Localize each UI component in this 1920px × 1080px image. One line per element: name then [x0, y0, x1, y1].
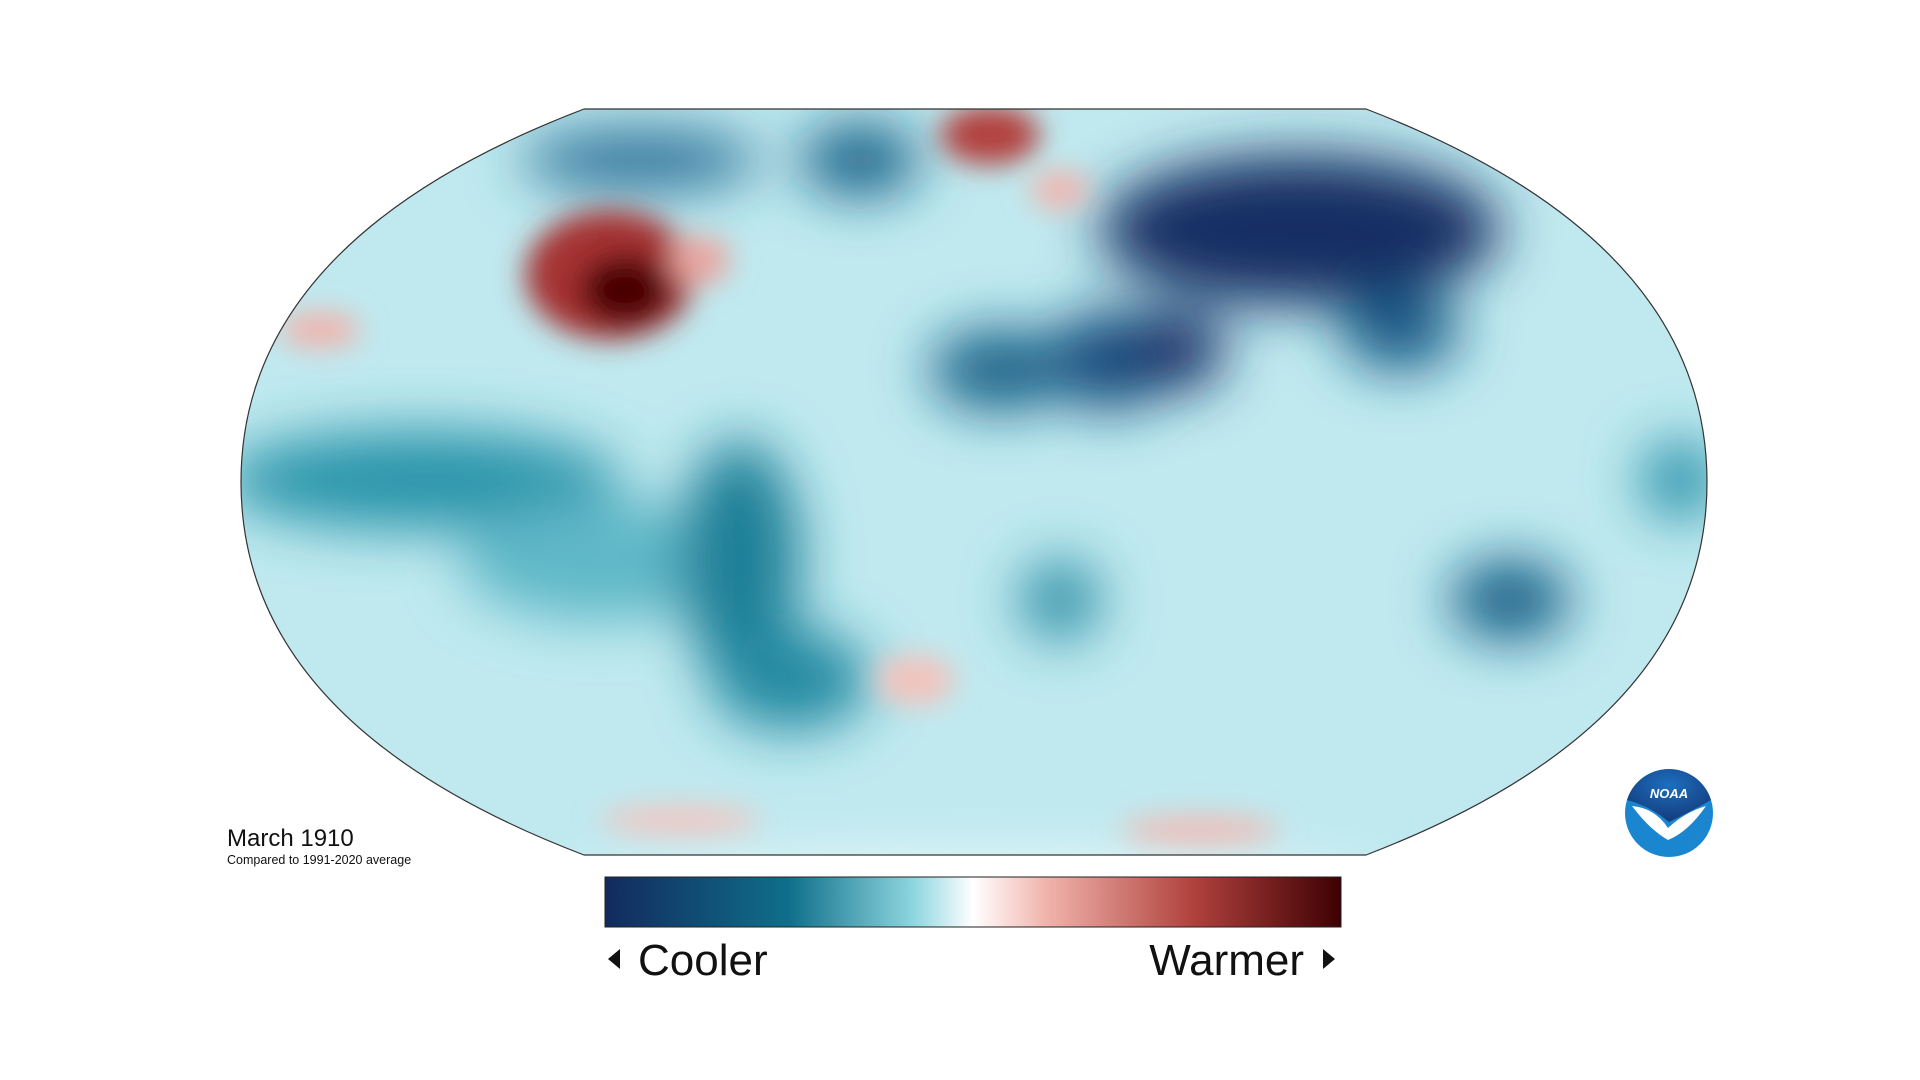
- arrow-left: [608, 949, 620, 969]
- legend-low: Cooler: [638, 936, 768, 985]
- logo-text: NOAA: [1650, 786, 1688, 801]
- map-subtitle: Compared to 1991-2020 average: [227, 853, 411, 867]
- map-title: March 1910: [227, 825, 354, 852]
- map-outline: [240, 108, 1708, 856]
- arrow-right: [1323, 949, 1335, 969]
- color-scale: [604, 876, 1342, 928]
- noaa-logo: NOAA: [1625, 769, 1713, 857]
- legend-high: Warmer: [1149, 936, 1304, 985]
- anomaly-map: [241, 109, 1707, 855]
